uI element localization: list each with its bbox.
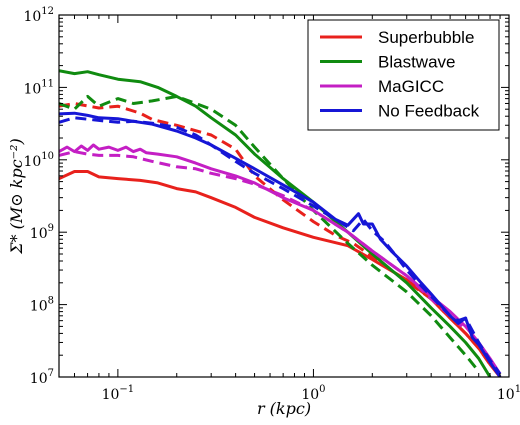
y-tick-label: 109 (30, 223, 54, 242)
y-tick-label: 108 (30, 296, 54, 315)
y-tick-label: 1012 (23, 6, 54, 25)
y-tick-label: 107 (30, 368, 54, 387)
series-line-no-feedback-dashed (59, 116, 502, 375)
series-line-magicc-dashed (59, 150, 467, 331)
legend-label-magicc: MaGICC (378, 77, 444, 96)
series-line-blastwave-solid (59, 69, 492, 377)
plot-frame (58, 14, 510, 378)
x-axis-label: r (kpc) (257, 399, 311, 418)
legend-label-blastwave: Blastwave (378, 53, 455, 72)
series-line-superbubble-solid (59, 170, 502, 377)
y-axis-label: Σ* (M⊙ kpc⁻²) (7, 138, 26, 255)
x-tick-label: 10−1 (102, 384, 135, 403)
legend-label-no-feedback: No Feedback (378, 102, 480, 121)
x-tick-label: 101 (497, 384, 520, 403)
series-layer (59, 69, 502, 377)
y-tick-label: 1011 (23, 78, 54, 97)
series-line-no-feedback-solid (59, 111, 502, 377)
series-line-blastwave-dashed (59, 94, 480, 373)
series-line-superbubble-dashed (59, 102, 492, 366)
legend-label-superbubble: Superbubble (378, 28, 474, 47)
legend: Superbubble Blastwave MaGICC No Feedback (307, 19, 500, 131)
y-tick-label: 1010 (23, 151, 54, 170)
